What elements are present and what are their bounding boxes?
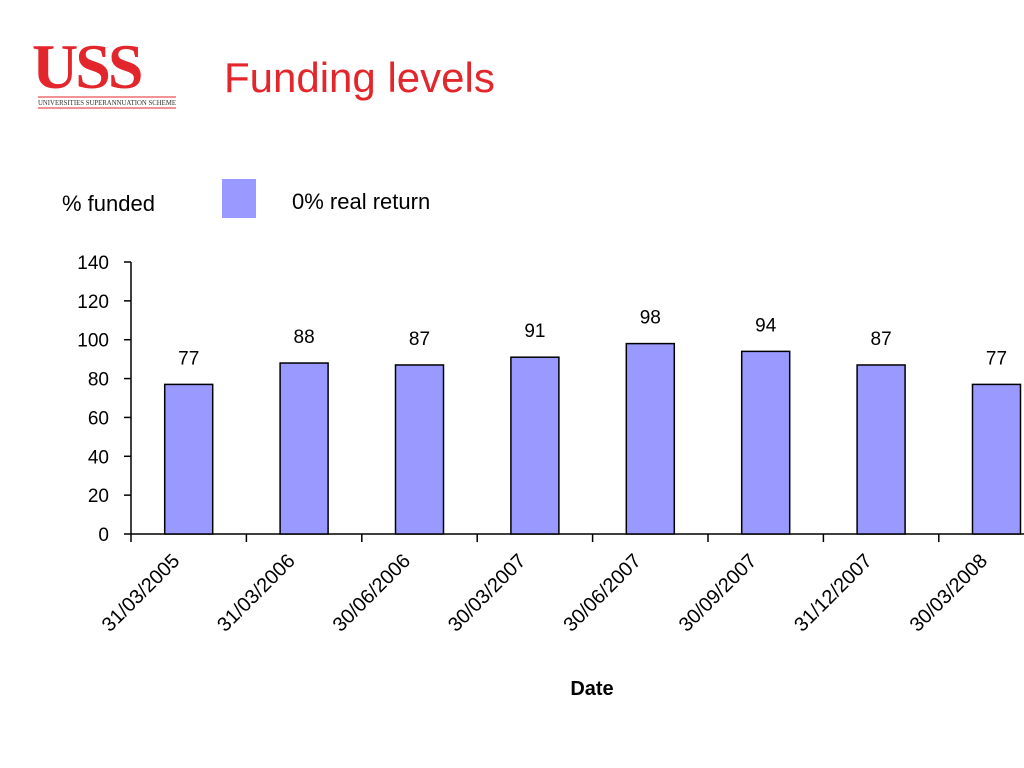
data-label: 98 [640,308,661,329]
x-tick-label: 30/09/2007 [675,550,761,636]
data-label: 91 [524,321,545,342]
x-tick-label: 30/03/2008 [906,550,992,636]
y-tick-label: 40 [88,447,109,468]
x-tick-label: 30/03/2007 [444,550,530,636]
x-tick-label: 31/12/2007 [790,550,876,636]
x-axis-label: Date [570,678,613,700]
bar [856,364,906,535]
bar [625,342,676,535]
data-label: 87 [409,329,430,350]
y-tick-label: 100 [77,331,109,352]
data-label: 87 [871,329,892,350]
x-tick-label: 31/03/2006 [213,550,299,636]
bar [510,356,560,535]
y-tick-label: 60 [88,408,109,429]
y-tick-label: 120 [77,292,109,313]
y-tick-label: 20 [88,486,109,507]
data-label: 88 [294,327,315,348]
y-tick-label: 0 [98,525,109,546]
bar [740,350,791,535]
legend-label: 0% real return [292,189,430,214]
data-label: 77 [986,348,1007,369]
data-label: 94 [755,315,777,336]
bar [394,364,445,535]
x-tick-label: 30/06/2007 [559,550,645,636]
y-tick-label: 140 [77,253,109,274]
logo-subtitle: UNIVERSITIES SUPERANNUATION SCHEME [38,99,176,107]
legend-swatch [222,179,256,218]
bar [163,383,214,535]
logo-text: USS [32,31,141,102]
chart-title: Funding levels [224,54,495,101]
y-axis-label: % funded [62,191,155,216]
y-tick-label: 80 [88,370,109,391]
x-tick-label: 31/03/2005 [98,550,184,636]
bar [971,383,1022,535]
data-label: 77 [178,348,199,369]
bar [279,362,329,535]
x-tick-label: 30/06/2006 [329,550,415,636]
